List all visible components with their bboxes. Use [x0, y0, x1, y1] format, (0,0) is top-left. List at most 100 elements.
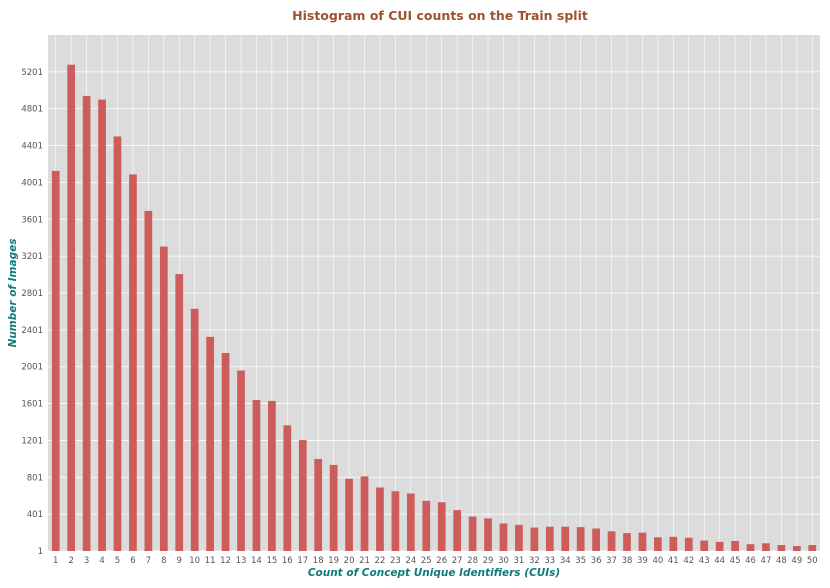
bar-41	[669, 536, 678, 551]
x-tick-label-15: 15	[266, 556, 277, 566]
chart-title: Histogram of CUI counts on the Train spl…	[292, 8, 588, 23]
x-tick-label-26: 26	[436, 556, 447, 566]
y-tick-label-401: 401	[27, 510, 43, 520]
y-tick-label-1601: 1601	[21, 400, 43, 410]
x-tick-label-25: 25	[421, 556, 432, 566]
x-tick-label-19: 19	[328, 556, 339, 566]
y-tick-label-801: 801	[27, 473, 43, 483]
y-tick-label-5201: 5201	[21, 68, 43, 78]
x-tick-label-38: 38	[622, 556, 633, 566]
x-tick-label-12: 12	[220, 556, 231, 566]
x-tick-label-18: 18	[313, 556, 324, 566]
x-tick-label-49: 49	[791, 556, 802, 566]
x-tick-label-8: 8	[161, 556, 166, 566]
y-tick-labels: 1 401 801 1201 1601 2001 2401 2801 3201 3601 4001 4…	[21, 68, 43, 557]
y-tick-label-1201: 1201	[21, 436, 43, 446]
bar-46	[746, 544, 755, 551]
bar-50	[808, 545, 817, 551]
bar-17	[298, 440, 307, 551]
x-tick-labels: 1 2 3 4 5 6 7 8 9 10 11 12 13 14 15 16 17 18 19 20 21 22 23 24 2…	[53, 556, 818, 566]
bar-28	[468, 516, 477, 551]
bar-13	[237, 370, 245, 551]
bar-11	[206, 336, 214, 551]
x-tick-label-22: 22	[375, 556, 386, 566]
bar-19	[329, 464, 338, 551]
bar-43	[700, 540, 709, 551]
x-tick-label-3: 3	[84, 556, 89, 566]
x-tick-label-2: 2	[68, 556, 73, 566]
bar-45	[731, 540, 739, 551]
bar-12	[221, 352, 230, 551]
y-tick-label-3201: 3201	[21, 252, 43, 262]
bar-44	[715, 541, 724, 551]
y-tick-label-4001: 4001	[21, 178, 43, 188]
x-tick-label-23: 23	[390, 556, 401, 566]
y-axis-label: Number of Images	[7, 239, 19, 348]
y-tick-label-4801: 4801	[21, 105, 43, 115]
bar-6	[129, 174, 137, 551]
bar-2	[67, 64, 76, 552]
x-tick-label-16: 16	[282, 556, 293, 566]
bar-16	[283, 425, 292, 551]
bar-38	[623, 533, 631, 551]
x-tick-label-28: 28	[467, 556, 478, 566]
bar-3	[82, 95, 91, 551]
bar-36	[592, 528, 600, 551]
x-tick-label-31: 31	[514, 556, 525, 566]
y-tick-label-2001: 2001	[21, 363, 43, 373]
x-tick-label-10: 10	[189, 556, 200, 566]
bar-22	[376, 487, 384, 551]
bar-23	[391, 491, 400, 551]
bar-15	[268, 400, 276, 551]
y-tick-label-2801: 2801	[21, 289, 43, 299]
bar-10	[190, 308, 199, 551]
bar-48	[777, 545, 786, 551]
bar-25	[422, 500, 431, 551]
x-tick-label-36: 36	[591, 556, 602, 566]
bar-35	[576, 527, 585, 551]
x-tick-label-7: 7	[146, 556, 151, 566]
y-tick-label-2401: 2401	[21, 326, 43, 336]
y-tick-label-4401: 4401	[21, 142, 43, 152]
bar-42	[684, 537, 693, 551]
x-tick-label-50: 50	[807, 556, 818, 566]
bar-32	[530, 527, 539, 551]
bar-7	[144, 210, 153, 552]
x-tick-label-1: 1	[53, 556, 58, 566]
x-tick-label-40: 40	[652, 556, 663, 566]
bars	[51, 64, 817, 552]
x-tick-label-6: 6	[130, 556, 135, 566]
x-tick-label-34: 34	[560, 556, 571, 566]
y-tick-label-3601: 3601	[21, 215, 43, 225]
x-tick-label-30: 30	[498, 556, 509, 566]
bar-30	[499, 523, 508, 551]
x-tick-label-48: 48	[776, 556, 787, 566]
x-axis-label: Count of Concept Unique Identifiers (CUI…	[308, 567, 560, 579]
x-tick-label-42: 42	[683, 556, 694, 566]
x-tick-label-45: 45	[730, 556, 741, 566]
x-tick-label-29: 29	[483, 556, 494, 566]
bar-27	[453, 510, 462, 551]
x-tick-label-44: 44	[714, 556, 725, 566]
bar-31	[515, 524, 523, 551]
bar-8	[159, 246, 168, 551]
x-tick-label-4: 4	[99, 556, 104, 566]
bar-26	[437, 502, 446, 551]
bar-34	[561, 526, 570, 551]
x-tick-label-17: 17	[297, 556, 308, 566]
x-tick-label-41: 41	[668, 556, 679, 566]
bar-9	[175, 274, 184, 551]
x-tick-label-14: 14	[251, 556, 262, 566]
x-tick-label-47: 47	[761, 556, 772, 566]
x-tick-label-33: 33	[544, 556, 555, 566]
x-tick-label-24: 24	[405, 556, 416, 566]
x-tick-label-9: 9	[177, 556, 182, 566]
x-tick-label-32: 32	[529, 556, 540, 566]
bar-18	[314, 458, 323, 551]
x-tick-label-5: 5	[115, 556, 120, 566]
x-tick-label-39: 39	[637, 556, 648, 566]
bar-33	[545, 526, 554, 551]
bar-49	[792, 546, 801, 551]
x-tick-label-46: 46	[745, 556, 756, 566]
